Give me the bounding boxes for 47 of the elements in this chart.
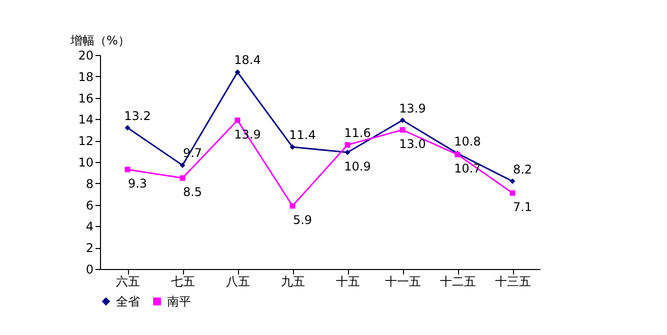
point <box>344 150 350 156</box>
point <box>400 127 406 133</box>
y-tick-label: 6 <box>86 198 94 212</box>
data-label: 10.7 <box>454 162 481 176</box>
data-label: 10.8 <box>454 134 481 148</box>
y-tick-label: 0 <box>86 262 94 276</box>
x-tick-label: 七五 <box>171 274 195 288</box>
data-label: 5.9 <box>292 212 312 227</box>
y-tick-label: 8 <box>86 176 94 191</box>
point <box>344 142 350 148</box>
data-label: 8.5 <box>182 185 202 200</box>
x-tick-label: 六五 <box>116 274 140 288</box>
point <box>234 118 240 124</box>
x-tick-label: 十二五 <box>440 274 476 288</box>
point <box>180 162 186 168</box>
y-tick-label: 14 <box>78 112 94 127</box>
point <box>290 203 296 209</box>
y-tick-label: 2 <box>86 241 94 256</box>
y-tick-label: 4 <box>86 220 94 234</box>
x-tick-label: 九五 <box>281 274 305 288</box>
y-tick-label: 16 <box>78 91 94 106</box>
y-axis-title: 增幅（%） <box>70 34 130 48</box>
data-label: 13.0 <box>399 136 426 151</box>
y-tick-label: 20 <box>78 48 94 62</box>
x-tick-label: 八五 <box>226 274 250 288</box>
x-tick-label: 十三五 <box>495 274 531 288</box>
data-label: 18.4 <box>234 53 261 68</box>
data-label: 7.1 <box>512 200 532 214</box>
y-tick-label: 10 <box>78 156 94 170</box>
data-label: 9.3 <box>128 176 148 190</box>
data-label: 10.9 <box>344 159 371 174</box>
y-tick-label: 12 <box>78 134 94 148</box>
data-label: 11.4 <box>289 128 316 142</box>
point <box>234 69 240 75</box>
point <box>290 144 296 150</box>
data-label: 11.6 <box>344 126 371 140</box>
point <box>510 190 516 196</box>
data-label: 13.9 <box>399 101 426 116</box>
data-label: 8.2 <box>512 162 532 176</box>
x-tick-label: 十一五 <box>385 274 421 288</box>
legend-label: 全省 <box>116 294 140 308</box>
x-tick-label: 十五 <box>336 274 360 288</box>
data-label: 13.2 <box>124 108 151 123</box>
point <box>400 118 406 124</box>
y-tick-label: 18 <box>78 70 94 84</box>
point <box>180 175 186 181</box>
legend-label: 南平 <box>167 294 191 308</box>
